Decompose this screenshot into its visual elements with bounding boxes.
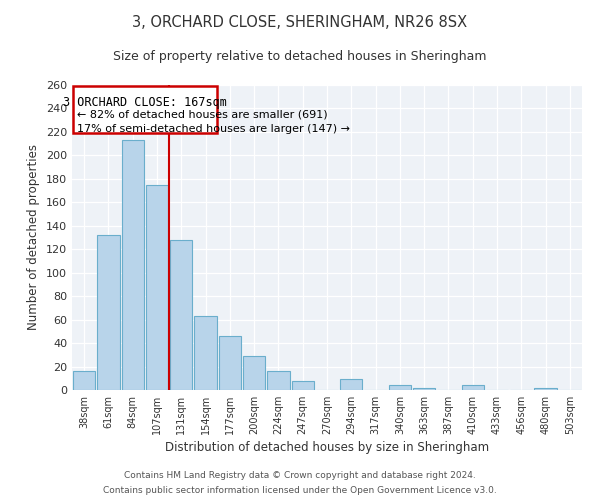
X-axis label: Distribution of detached houses by size in Sheringham: Distribution of detached houses by size …: [165, 441, 489, 454]
Bar: [243, 356, 265, 390]
Text: Contains HM Land Registry data © Crown copyright and database right 2024.: Contains HM Land Registry data © Crown c…: [124, 471, 476, 480]
Bar: [413, 388, 436, 390]
Text: Size of property relative to detached houses in Sheringham: Size of property relative to detached ho…: [113, 50, 487, 63]
Bar: [389, 386, 411, 390]
Bar: [461, 386, 484, 390]
Y-axis label: Number of detached properties: Number of detached properties: [28, 144, 40, 330]
Bar: [97, 235, 119, 390]
Bar: [535, 388, 557, 390]
Bar: [73, 371, 95, 390]
Text: 17% of semi-detached houses are larger (147) →: 17% of semi-detached houses are larger (…: [77, 124, 350, 134]
Text: 3 ORCHARD CLOSE: 167sqm: 3 ORCHARD CLOSE: 167sqm: [63, 96, 227, 108]
Bar: [170, 240, 193, 390]
Bar: [340, 380, 362, 390]
Bar: [146, 184, 168, 390]
Bar: [292, 380, 314, 390]
FancyBboxPatch shape: [73, 86, 217, 133]
Bar: [218, 336, 241, 390]
Text: ← 82% of detached houses are smaller (691): ← 82% of detached houses are smaller (69…: [77, 110, 328, 120]
Bar: [194, 316, 217, 390]
Text: Contains public sector information licensed under the Open Government Licence v3: Contains public sector information licen…: [103, 486, 497, 495]
Text: 3, ORCHARD CLOSE, SHERINGHAM, NR26 8SX: 3, ORCHARD CLOSE, SHERINGHAM, NR26 8SX: [133, 15, 467, 30]
Bar: [122, 140, 144, 390]
Bar: [267, 371, 290, 390]
